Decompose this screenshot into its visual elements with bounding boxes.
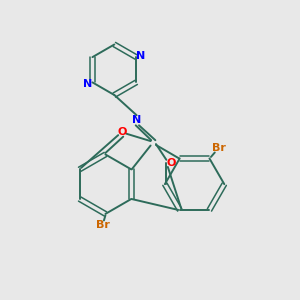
Text: N: N [83, 79, 92, 88]
Text: O: O [117, 127, 127, 137]
Text: Br: Br [96, 220, 110, 230]
Text: N: N [132, 115, 141, 125]
Text: N: N [136, 51, 146, 61]
Text: O: O [166, 158, 176, 168]
Text: Br: Br [212, 143, 226, 153]
